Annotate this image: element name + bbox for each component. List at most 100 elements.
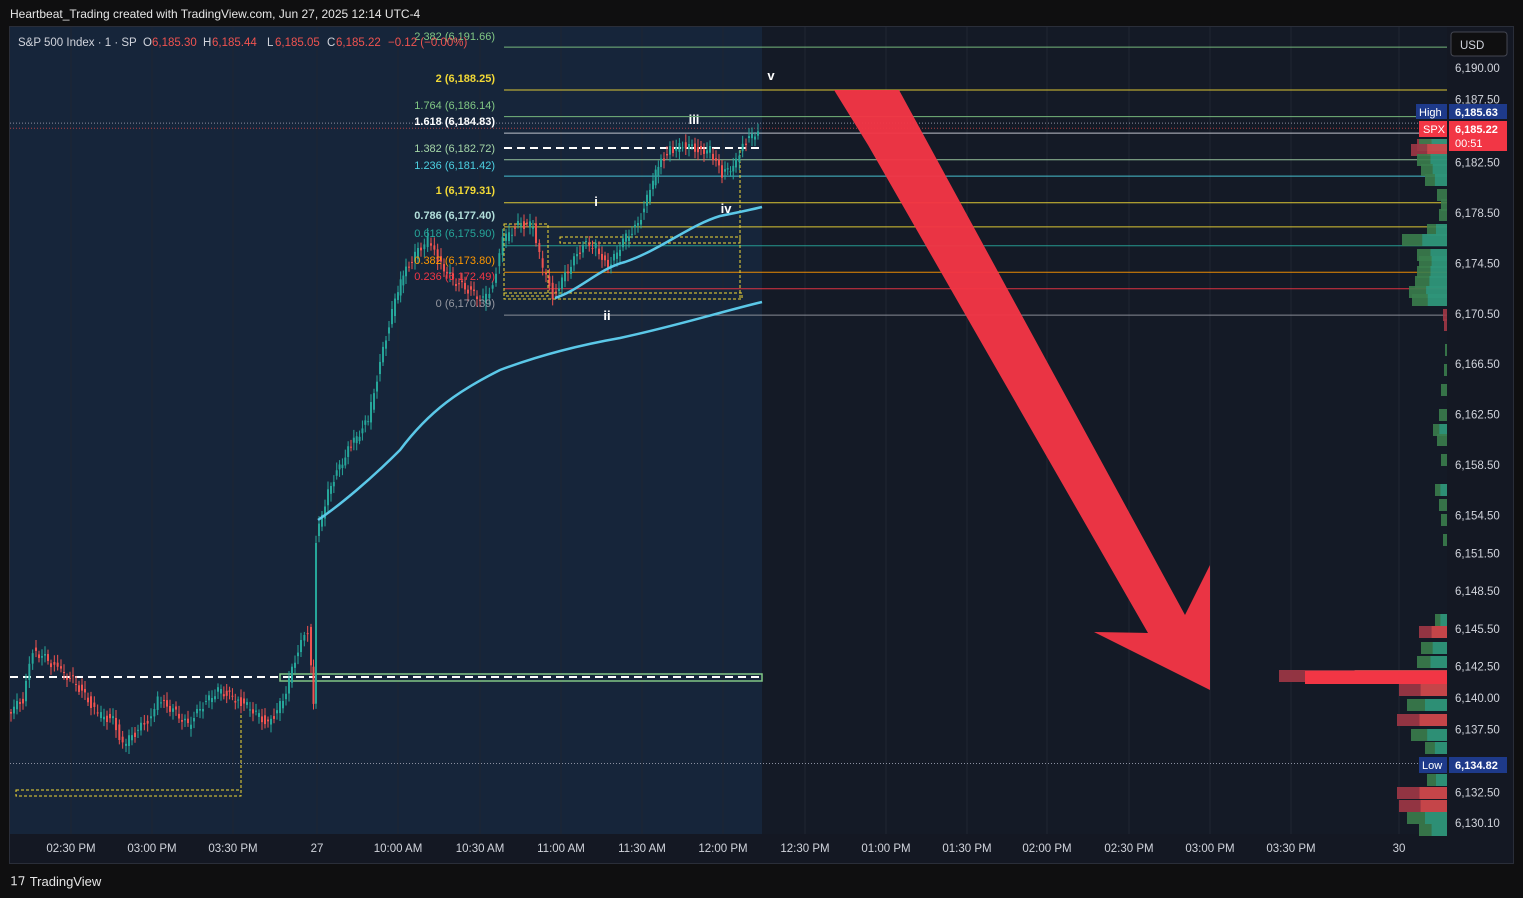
candle-body <box>646 194 648 206</box>
x-tick-label: 02:30 PM <box>1104 843 1153 855</box>
candle-body <box>347 446 350 457</box>
candle-body <box>640 219 642 225</box>
candle-body <box>631 233 633 235</box>
candle-body <box>715 158 717 161</box>
candle-body <box>255 710 257 712</box>
legend-c-label: C <box>327 37 335 49</box>
chart-attribution: Heartbeat_Trading created with TradingVi… <box>10 7 421 21</box>
candle-body <box>303 634 306 641</box>
volume-bar-inner <box>1432 164 1447 176</box>
candle-body <box>175 706 177 710</box>
y-tick-label: 6,145.50 <box>1455 624 1500 636</box>
candle-body <box>666 153 668 156</box>
fib-label: 0.786 (6,177.40) <box>414 210 495 222</box>
candle-body <box>78 685 80 692</box>
y-tick-label: 6,174.50 <box>1455 258 1500 270</box>
candle-body <box>694 143 696 152</box>
y-tick-label: 6,148.50 <box>1455 586 1500 598</box>
candle-body <box>613 254 615 261</box>
candle-body <box>16 700 18 710</box>
volume-bar <box>1441 199 1447 211</box>
candle-body <box>669 146 671 155</box>
candle-body <box>433 245 436 250</box>
candle-body <box>449 272 451 275</box>
x-tick-label: 02:00 PM <box>1022 843 1071 855</box>
fib-label: 0.236 (6,172.49) <box>414 271 495 283</box>
legend-low: 6,185.05 <box>275 37 320 49</box>
candle-body <box>607 259 609 269</box>
candle-body <box>628 236 630 241</box>
y-tick-label: 6,170.50 <box>1455 309 1500 321</box>
candle-body <box>13 706 15 714</box>
y-tick-label: 6,137.50 <box>1455 725 1500 737</box>
candle-body <box>25 680 27 702</box>
high-value: 6,185.63 <box>1455 107 1498 119</box>
legend-high: 6,185.44 <box>212 37 257 49</box>
wave-label-i: i <box>594 194 598 209</box>
candle-body <box>279 701 281 714</box>
fib-label: 0.382 (6,173.80) <box>414 255 495 267</box>
candle-body <box>585 241 587 243</box>
y-tick-label: 6,154.50 <box>1455 510 1500 522</box>
fib-label: 1.618 (6,184.83) <box>414 116 495 128</box>
volume-bar-inner <box>1419 787 1447 799</box>
candle-body <box>634 224 636 228</box>
candle-body <box>84 688 86 693</box>
candle-body <box>332 481 335 487</box>
y-tick-label: 6,178.50 <box>1455 208 1500 220</box>
volume-bar-inner <box>1436 224 1447 236</box>
volume-bar-inner <box>1440 484 1447 496</box>
candle-body <box>355 436 358 444</box>
x-tick-label: 11:00 AM <box>537 843 585 855</box>
candle-body <box>187 718 189 724</box>
candle-body <box>228 690 231 692</box>
candle-body <box>297 652 299 657</box>
candle-body <box>225 690 228 696</box>
legend-l-label: L <box>267 37 274 49</box>
candle-body <box>535 223 537 244</box>
currency-button[interactable] <box>1450 31 1508 57</box>
candle-body <box>96 712 99 714</box>
candle-body <box>153 708 156 717</box>
last-price-bg <box>1449 121 1507 151</box>
candle-body <box>273 716 275 719</box>
currency-label: USD <box>1460 40 1484 52</box>
volume-bar <box>1437 189 1447 201</box>
high-tag: High <box>1419 107 1442 119</box>
candle-body <box>625 233 627 242</box>
fib-label: 1 (6,179.31) <box>436 185 496 197</box>
candle-body <box>128 735 130 746</box>
candle-body <box>700 146 702 149</box>
candle-body <box>712 153 714 161</box>
candle-body <box>376 381 378 392</box>
legend-change: −0.12 (−0.00%) <box>388 37 467 49</box>
candle-body <box>318 523 320 537</box>
candle-body <box>726 168 729 170</box>
legend-h-label: H <box>203 37 211 49</box>
x-tick-label: 10:30 AM <box>456 843 505 855</box>
candle-body <box>678 143 681 152</box>
candle-body <box>267 719 269 722</box>
tradingview-logo[interactable]: 𝟷𝟽 TradingView <box>10 873 101 889</box>
candle-body <box>370 402 372 423</box>
candle-body <box>103 716 105 720</box>
candle-body <box>718 159 720 166</box>
candle-body <box>44 654 46 656</box>
candle-body <box>561 277 563 289</box>
candle-body <box>231 695 234 697</box>
candle-body <box>703 149 705 154</box>
legend-open: 6,185.30 <box>152 37 197 49</box>
x-tick-label: 03:00 PM <box>1185 843 1234 855</box>
candle-body <box>721 165 723 178</box>
candle-body <box>616 252 618 259</box>
candle-body <box>495 273 497 283</box>
bar-countdown: 00:51 <box>1455 138 1483 150</box>
candle-body <box>443 264 445 272</box>
candle-body <box>452 273 454 280</box>
candle-body <box>446 271 448 274</box>
candle-body <box>361 428 364 434</box>
x-tick-label: 12:30 PM <box>780 843 829 855</box>
candle-body <box>417 248 419 259</box>
candle-body <box>741 143 744 152</box>
